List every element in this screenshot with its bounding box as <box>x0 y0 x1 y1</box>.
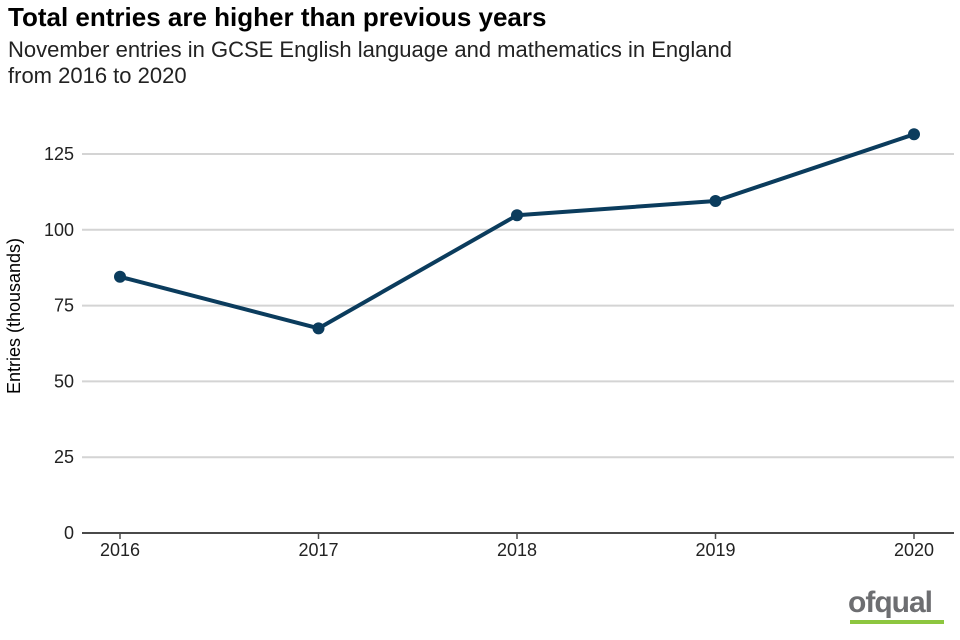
x-axis: 2016 2017 2018 2019 2020 <box>82 532 954 560</box>
x-tick-label: 2020 <box>894 540 934 560</box>
y-tick-label: 75 <box>54 296 74 316</box>
y-axis-label: Entries (thousands) <box>4 238 24 394</box>
chart-subtitle: November entries in GCSE English languag… <box>8 37 908 89</box>
series-line <box>119 132 915 331</box>
grid-lines <box>82 153 954 459</box>
ofqual-logo-underline <box>850 620 944 624</box>
x-tick-label: 2018 <box>497 540 537 560</box>
x-tick-label: 2019 <box>695 540 735 560</box>
chart-subtitle-line-1: November entries in GCSE English languag… <box>8 37 732 62</box>
data-point-2019[interactable] <box>709 194 722 207</box>
x-tick-label: 2017 <box>298 540 338 560</box>
chart-subtitle-line-2: from 2016 to 2020 <box>8 63 187 88</box>
data-point-2020[interactable] <box>908 128 920 141</box>
y-tick-label: 25 <box>54 447 74 467</box>
y-tick-label: 50 <box>54 371 74 391</box>
data-point-2017[interactable] <box>312 322 325 335</box>
y-tick-label: 125 <box>44 144 74 164</box>
data-point-2016[interactable] <box>114 270 126 283</box>
ofqual-logo: ofqual <box>848 586 933 619</box>
x-tick-label: 2016 <box>100 540 140 560</box>
chart-title: Total entries are higher than previous y… <box>8 2 547 32</box>
y-tick-label: 0 <box>64 523 74 543</box>
series-layer <box>114 128 920 335</box>
y-axis-ticks: 0 25 50 75 100 125 <box>44 144 74 543</box>
data-point-2018[interactable] <box>511 209 523 222</box>
y-tick-label: 100 <box>44 220 74 240</box>
